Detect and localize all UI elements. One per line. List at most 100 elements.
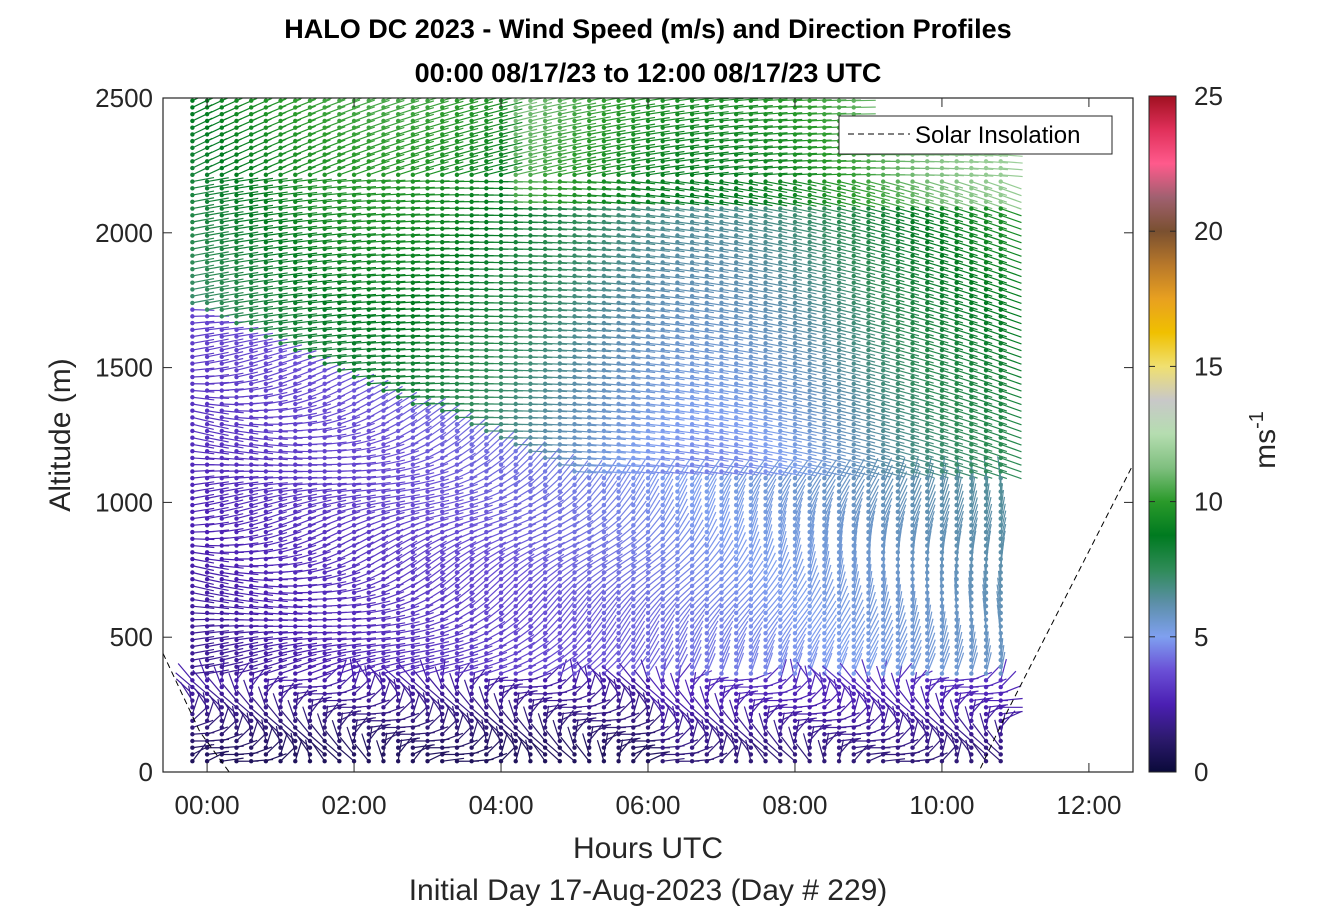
wind-barb-dot: [498, 664, 504, 670]
wind-barb-dot: [542, 401, 548, 407]
wind-barb-dot: [454, 644, 460, 649]
wind-barb-dot: [440, 374, 445, 380]
wind-barb-dot: [395, 435, 401, 440]
wind-barb-dot: [469, 475, 474, 481]
wind-barb-dot: [263, 624, 269, 629]
wind-barb-dot: [278, 172, 283, 178]
wind-barb-dot: [219, 293, 224, 299]
wind-barb: [324, 549, 346, 560]
wind-barb-dot: [337, 314, 342, 319]
wind-barb-dot: [440, 455, 445, 461]
wind-barb: [537, 713, 546, 735]
wind-barb-dot: [513, 759, 518, 764]
wind-barb-dot: [278, 118, 283, 124]
wind-barb: [265, 547, 288, 553]
wind-barb: [206, 654, 229, 661]
wind-barb: [383, 240, 406, 243]
wind-barb-dot: [307, 475, 313, 481]
wind-barb-dot: [513, 563, 518, 568]
wind-barb-dot: [307, 266, 313, 272]
wind-barb-dot: [410, 395, 416, 400]
wind-barb: [456, 713, 464, 735]
wind-barb-dot: [410, 388, 416, 393]
wind-barb-dot: [190, 644, 195, 649]
wind-barb-dot: [513, 543, 518, 548]
wind-barb-dot: [322, 165, 327, 171]
wind-barb-dot: [263, 678, 269, 683]
wind-barb-dot: [263, 637, 269, 643]
wind-barb-dot: [513, 300, 518, 306]
wind-barb: [339, 736, 355, 755]
wind-barb-dot: [410, 563, 416, 568]
wind-barb: [280, 165, 302, 176]
wind-barb-dot: [204, 516, 210, 521]
wind-barb-dot: [337, 219, 342, 225]
wind-barb-dot: [513, 577, 518, 582]
wind-barb-dot: [484, 469, 489, 474]
wind-barb: [398, 382, 421, 385]
wind-barb-dot: [542, 280, 548, 285]
wind-barb-dot: [322, 664, 327, 670]
wind-barb: [368, 126, 390, 135]
wind-barb-dot: [219, 415, 224, 420]
wind-barb-dot: [351, 442, 357, 447]
wind-barb-dot: [278, 354, 283, 360]
wind-barb-dot: [410, 435, 416, 440]
wind-barb: [280, 225, 303, 230]
wind-barb-dot: [528, 711, 533, 717]
wind-barb-dot: [498, 206, 504, 211]
wind-barb-dot: [322, 496, 327, 501]
wind-barb-dot: [366, 651, 371, 656]
wind-barb-dot: [410, 617, 416, 622]
wind-barb: [251, 278, 274, 284]
wind-barb-dot: [454, 455, 460, 461]
wind-barb-dot: [219, 617, 224, 622]
wind-barb-dot: [469, 381, 474, 386]
wind-barb: [339, 106, 361, 115]
wind-barb-dot: [425, 260, 430, 265]
wind-barb-dot: [498, 745, 504, 750]
wind-barb: [295, 605, 318, 608]
wind-barb-dot: [248, 597, 254, 602]
wind-barb-dot: [337, 361, 342, 366]
wind-barb: [236, 534, 259, 540]
wind-barb-dot: [498, 334, 504, 339]
wind-barb-dot: [278, 678, 283, 683]
wind-barb: [368, 341, 391, 344]
wind-barb-dot: [513, 105, 518, 110]
wind-barb-dot: [513, 233, 518, 238]
wind-barb-dot: [322, 489, 327, 494]
wind-barb: [265, 333, 288, 338]
wind-barb-dot: [513, 199, 518, 204]
wind-barb: [192, 655, 215, 661]
wind-barb: [206, 565, 229, 571]
wind-barb-dot: [454, 448, 460, 454]
wind-barb: [309, 590, 332, 594]
wind-barb-dot: [337, 287, 342, 292]
wind-barb-dot: [410, 711, 416, 717]
wind-barb-dot: [322, 536, 327, 541]
wind-barb: [280, 493, 303, 499]
wind-barb-dot: [513, 651, 518, 656]
wind-barb: [324, 703, 347, 708]
wind-barb: [368, 505, 391, 513]
wind-barb-dot: [248, 159, 254, 164]
wind-barb-dot: [440, 509, 445, 515]
wind-barb: [236, 647, 259, 654]
wind-barb-dot: [248, 111, 254, 117]
wind-barb-dot: [278, 455, 283, 461]
wind-barb-dot: [351, 523, 357, 528]
wind-barb: [309, 395, 331, 405]
wind-barb-dot: [395, 691, 401, 697]
wind-barb: [243, 679, 252, 701]
wind-barb-dot: [425, 462, 430, 467]
wind-barb-dot: [484, 664, 489, 670]
wind-barb: [412, 641, 435, 648]
wind-barb-dot: [542, 509, 548, 515]
wind-barb-dot: [337, 489, 342, 494]
wind-barb: [202, 692, 208, 715]
wind-barb-dot: [234, 374, 239, 380]
wind-barb-dot: [263, 462, 269, 467]
wind-barb-dot: [454, 118, 460, 124]
wind-barb-dot: [395, 603, 401, 609]
